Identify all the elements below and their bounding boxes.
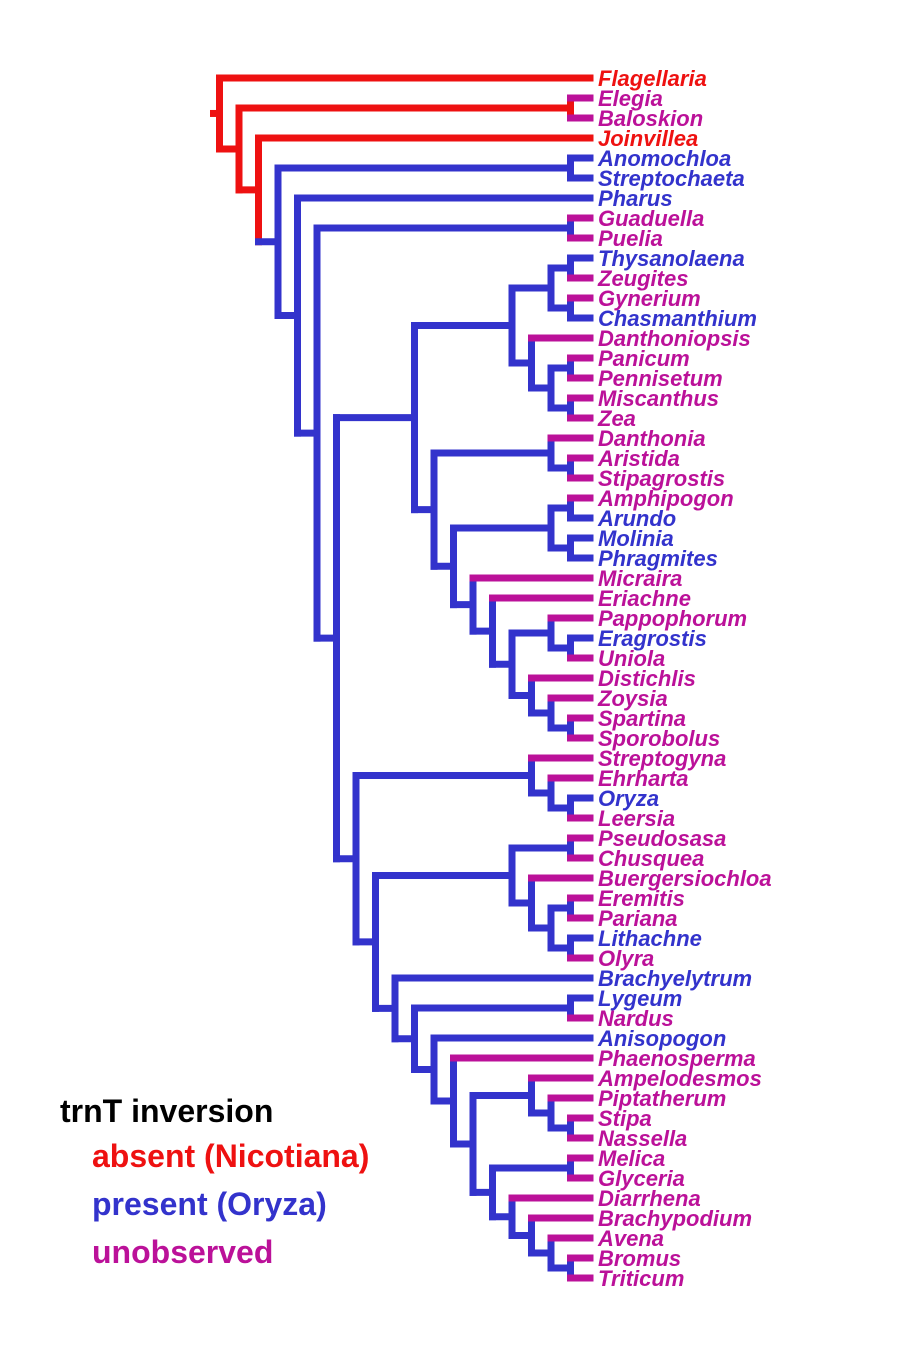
taxon-label-nassella: Nassella (598, 1126, 687, 1151)
taxon-label-brachyelytrum: Brachyelytrum (598, 966, 752, 991)
taxon-label-stipagrostis: Stipagrostis (598, 466, 725, 491)
taxon-label-streptochaeta: Streptochaeta (598, 166, 745, 191)
taxon-label-olyra: Olyra (598, 946, 654, 971)
taxon-label-phaenosperma: Phaenosperma (598, 1046, 756, 1071)
taxon-label-anisopogon: Anisopogon (597, 1026, 726, 1051)
taxon-label-baloskion: Baloskion (598, 106, 703, 131)
taxon-label-miscanthus: Miscanthus (598, 386, 719, 411)
taxon-label-guaduella: Guaduella (598, 206, 704, 231)
taxon-label-danthoniopsis: Danthoniopsis (598, 326, 751, 351)
taxon-labels: FlagellariaElegiaBaloskionJoinvilleaAnom… (597, 66, 772, 1291)
taxon-label-chusquea: Chusquea (598, 846, 704, 871)
taxon-label-eriachne: Eriachne (598, 586, 691, 611)
legend-entry-present: present (Oryza) (92, 1186, 327, 1222)
taxon-label-elegia: Elegia (598, 86, 663, 111)
taxon-label-lithachne: Lithachne (598, 926, 702, 951)
legend-entry-unobserved: unobserved (92, 1234, 274, 1270)
taxon-label-gynerium: Gynerium (598, 286, 701, 311)
legend-entry-absent: absent (Nicotiana) (92, 1138, 370, 1174)
taxon-label-melica: Melica (598, 1146, 665, 1171)
legend-title: trnT inversion (60, 1093, 274, 1129)
taxon-label-panicum: Panicum (598, 346, 690, 371)
taxon-label-zoysia: Zoysia (597, 686, 668, 711)
taxon-label-glyceria: Glyceria (598, 1166, 685, 1191)
taxon-label-arundo: Arundo (597, 506, 676, 531)
taxon-label-streptogyna: Streptogyna (598, 746, 726, 771)
taxon-label-pennisetum: Pennisetum (598, 366, 723, 391)
tree-branches (210, 74, 594, 1282)
taxon-label-eragrostis: Eragrostis (598, 626, 707, 651)
taxon-label-phragmites: Phragmites (598, 546, 718, 571)
taxon-label-nardus: Nardus (598, 1006, 674, 1031)
taxon-label-zea: Zea (597, 406, 636, 431)
taxon-label-chasmanthium: Chasmanthium (598, 306, 757, 331)
taxon-label-lygeum: Lygeum (598, 986, 682, 1011)
taxon-label-sporobolus: Sporobolus (598, 726, 720, 751)
taxon-label-distichlis: Distichlis (598, 666, 696, 691)
taxon-label-flagellaria: Flagellaria (598, 66, 707, 91)
taxon-label-triticum: Triticum (598, 1266, 684, 1291)
taxon-label-zeugites: Zeugites (597, 266, 688, 291)
taxon-label-molinia: Molinia (598, 526, 674, 551)
taxon-label-anomochloa: Anomochloa (597, 146, 731, 171)
taxon-label-ampelodesmos: Ampelodesmos (597, 1066, 762, 1091)
taxon-label-pappophorum: Pappophorum (598, 606, 747, 631)
taxon-label-piptatherum: Piptatherum (598, 1086, 726, 1111)
taxon-label-pariana: Pariana (598, 906, 678, 931)
taxon-label-joinvillea: Joinvillea (598, 126, 698, 151)
taxon-label-stipa: Stipa (598, 1106, 652, 1131)
taxon-label-avena: Avena (597, 1226, 664, 1251)
taxon-label-puelia: Puelia (598, 226, 663, 251)
taxon-label-buergersiochloa: Buergersiochloa (598, 866, 772, 891)
taxon-label-uniola: Uniola (598, 646, 665, 671)
taxon-label-brachypodium: Brachypodium (598, 1206, 752, 1231)
taxon-label-danthonia: Danthonia (598, 426, 706, 451)
taxon-label-spartina: Spartina (598, 706, 686, 731)
taxon-label-ehrharta: Ehrharta (598, 766, 688, 791)
taxon-label-aristida: Aristida (597, 446, 680, 471)
taxon-label-bromus: Bromus (598, 1246, 681, 1271)
taxon-label-amphipogon: Amphipogon (597, 486, 734, 511)
taxon-label-eremitis: Eremitis (598, 886, 685, 911)
taxon-label-pharus: Pharus (598, 186, 673, 211)
taxon-label-leersia: Leersia (598, 806, 675, 831)
taxon-label-pseudosasa: Pseudosasa (598, 826, 726, 851)
taxon-label-oryza: Oryza (598, 786, 659, 811)
taxon-label-thysanolaena: Thysanolaena (598, 246, 745, 271)
taxon-label-diarrhena: Diarrhena (598, 1186, 701, 1211)
legend: trnT inversion absent (Nicotiana) presen… (60, 1090, 369, 1276)
taxon-label-micraira: Micraira (598, 566, 682, 591)
